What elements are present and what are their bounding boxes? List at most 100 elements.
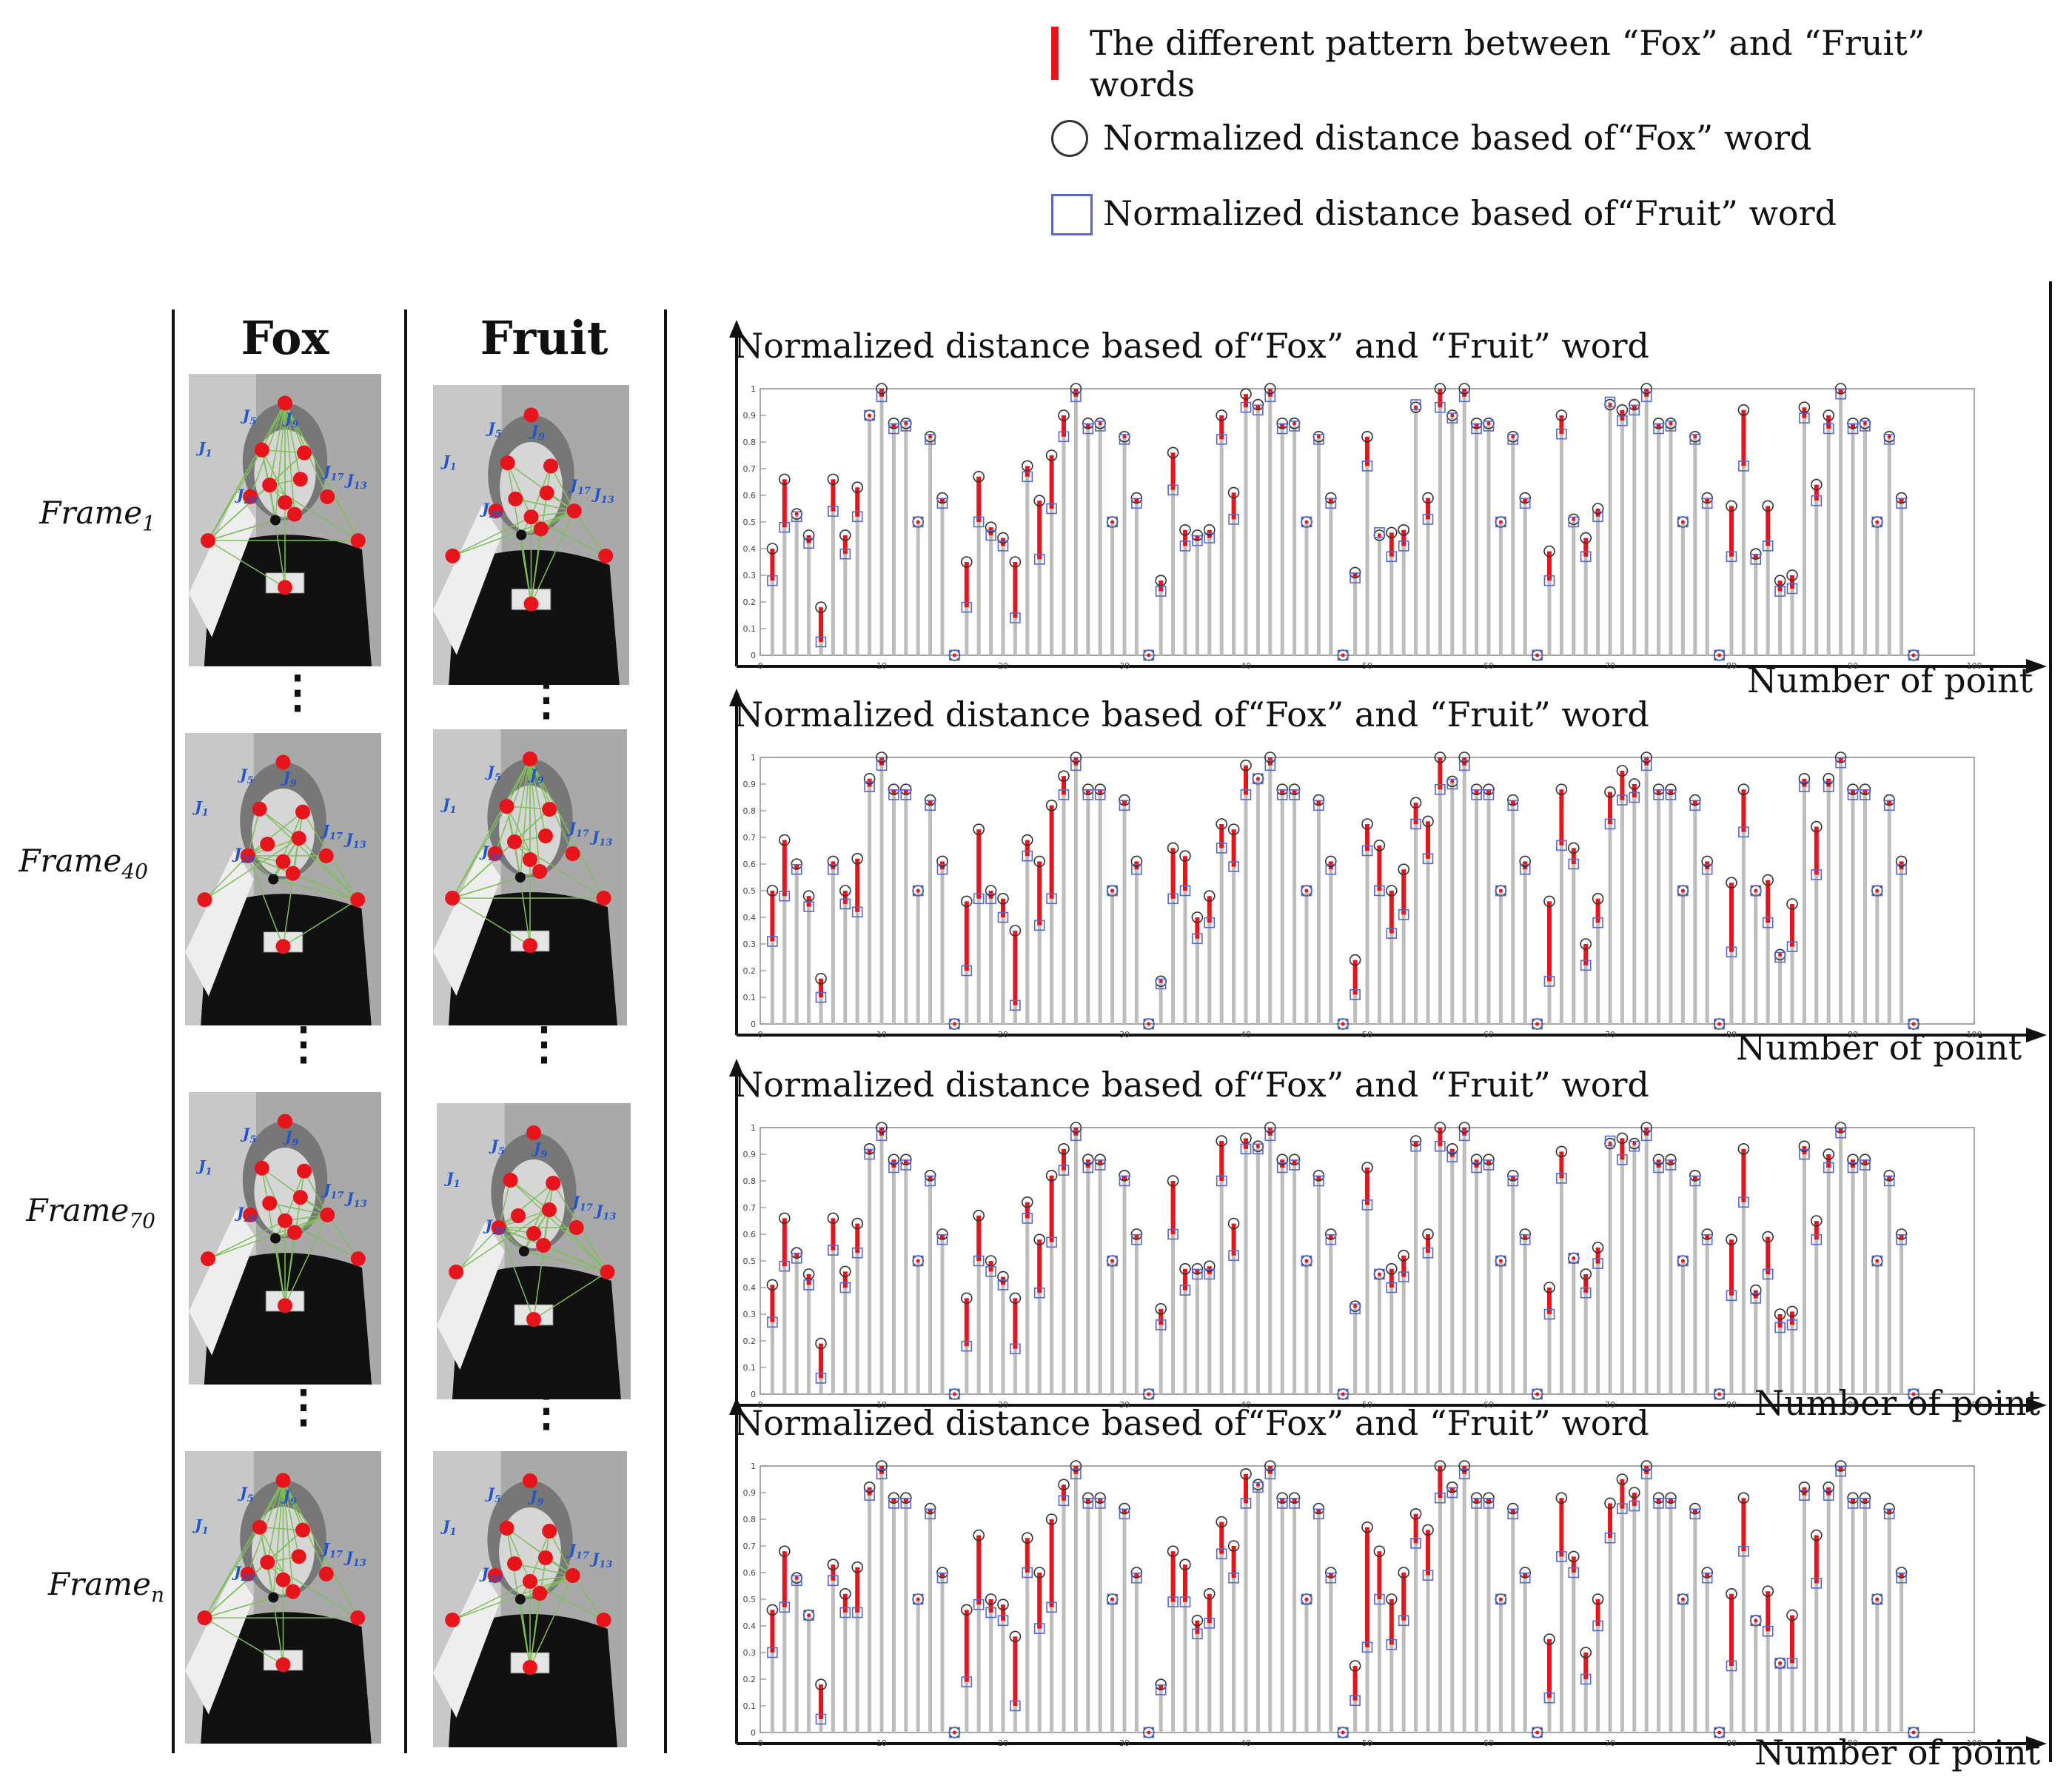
fruit-marker: [1762, 917, 1774, 928]
fruit-marker: [925, 800, 936, 811]
fruit-marker: [1435, 401, 1446, 413]
skeleton-line: [530, 510, 575, 604]
fox-marker: [1774, 1308, 1786, 1320]
fruit-marker: [1022, 850, 1033, 862]
x-tick-label: 10: [876, 1738, 887, 1748]
fruit-marker: [1774, 951, 1786, 963]
fruit-marker: [1811, 869, 1823, 880]
fruit-marker: [1580, 551, 1592, 563]
fox-marker: [1045, 800, 1058, 811]
legend-diff: The different pattern between “Fox” and …: [1051, 22, 1984, 104]
x-tick-label: 80: [1726, 1400, 1737, 1410]
difference-dot: [1875, 1597, 1880, 1601]
fruit-marker: [791, 511, 802, 523]
fruit-marker: [1167, 1596, 1179, 1607]
difference-dot: [1680, 520, 1685, 524]
fruit-marker: [1033, 1623, 1045, 1634]
fox-marker: [1543, 1282, 1555, 1293]
joint-point: [201, 533, 215, 549]
chart-frame-70: Normalized distance based of“Fox” and “F…: [722, 1057, 2054, 1442]
fox-frame-40-image: J5 J9 J1 J17 J13 J20: [185, 733, 381, 1025]
person-body: [201, 894, 372, 1025]
fox-marker: [1616, 1132, 1629, 1145]
x-axis-arrowhead-icon: [2026, 1028, 2047, 1042]
fox-marker: [1434, 383, 1446, 395]
fox-marker: [1640, 1460, 1652, 1472]
skeleton-line: [247, 855, 284, 947]
fruit-marker: [1010, 1000, 1021, 1011]
fruit-marker: [1665, 421, 1677, 432]
skeleton-line: [261, 1168, 286, 1222]
fruit-marker: [1313, 800, 1324, 811]
difference-dot: [1341, 1022, 1345, 1026]
fruit-marker: [1726, 551, 1737, 563]
ellipsis-fruit-1: ⋮: [524, 674, 569, 726]
fruit-marker: [1568, 858, 1580, 870]
difference-dot: [1110, 888, 1115, 893]
fruit-marker: [1143, 1018, 1155, 1030]
y-tick-label: 1: [751, 384, 756, 394]
fox-marker: [1555, 783, 1568, 795]
fox-marker: [1458, 383, 1471, 395]
y-tick-label: 0.3: [743, 940, 757, 949]
y-tick-label: 0.2: [743, 597, 757, 607]
fruit-marker: [1726, 946, 1737, 958]
skeleton-line: [452, 806, 508, 899]
joint-point: [523, 509, 539, 525]
fox-marker: [1033, 1567, 1046, 1579]
fruit-marker: [1458, 1130, 1470, 1142]
difference-dot: [1377, 533, 1381, 538]
fox-marker: [766, 543, 779, 555]
fox-marker: [766, 1604, 779, 1616]
fruit-marker: [1580, 1287, 1592, 1299]
fruit-marker: [1253, 1143, 1264, 1155]
skeleton-line: [520, 1598, 531, 1668]
fruit-marker: [851, 906, 863, 918]
fox-marker: [827, 1212, 839, 1225]
difference-dot: [1911, 1392, 1916, 1396]
y-tick-label: 0.6: [743, 860, 757, 869]
x-tick-label: 30: [1119, 1400, 1130, 1410]
fruit-marker: [779, 1260, 791, 1272]
y-tick-label: 0.6: [743, 1568, 757, 1578]
difference-dot: [1414, 405, 1418, 409]
skeleton-line: [514, 758, 531, 843]
fox-marker: [1179, 1262, 1191, 1275]
fruit-marker: [1689, 800, 1701, 811]
fox-marker: [863, 1482, 876, 1493]
fox-marker: [960, 895, 973, 908]
fruit-marker: [1010, 1700, 1021, 1712]
y-tick-label: 0.5: [743, 1256, 757, 1266]
fox-marker: [802, 529, 815, 541]
fruit-marker: [1228, 1250, 1239, 1262]
fruit-marker: [1058, 431, 1070, 443]
y-tick-label: 0.4: [743, 1283, 757, 1293]
skeleton-line: [298, 837, 358, 900]
fruit-marker: [1640, 760, 1652, 771]
fruit-marker: [1301, 1593, 1312, 1605]
joint-point: [262, 478, 278, 493]
difference-dot: [1304, 888, 1309, 893]
fruit-marker: [1435, 1492, 1446, 1504]
fox-marker: [1203, 890, 1216, 903]
fruit-marker: [1046, 503, 1057, 515]
fox-marker: [1592, 1593, 1604, 1605]
fox-marker: [1009, 925, 1022, 937]
fox-marker: [1470, 1154, 1483, 1165]
fruit-marker: [767, 1647, 778, 1658]
fox-marker: [1811, 1529, 1823, 1541]
y-axis-arrowhead-icon: [729, 1397, 744, 1415]
joint-point: [287, 1225, 302, 1240]
difference-dot: [1255, 1482, 1260, 1487]
x-tick-label: 20: [998, 661, 1008, 671]
fruit-marker: [1058, 789, 1070, 800]
skeleton-line: [520, 1575, 573, 1600]
fruit-marker: [1070, 1130, 1082, 1142]
y-axis-arrowhead-icon: [729, 320, 744, 338]
fruit-marker: [1276, 423, 1288, 435]
difference-dot: [904, 421, 908, 426]
fox-marker: [1070, 383, 1082, 395]
fruit-marker: [1847, 423, 1859, 435]
difference-dot: [1316, 435, 1321, 439]
person-body: [448, 892, 617, 1025]
